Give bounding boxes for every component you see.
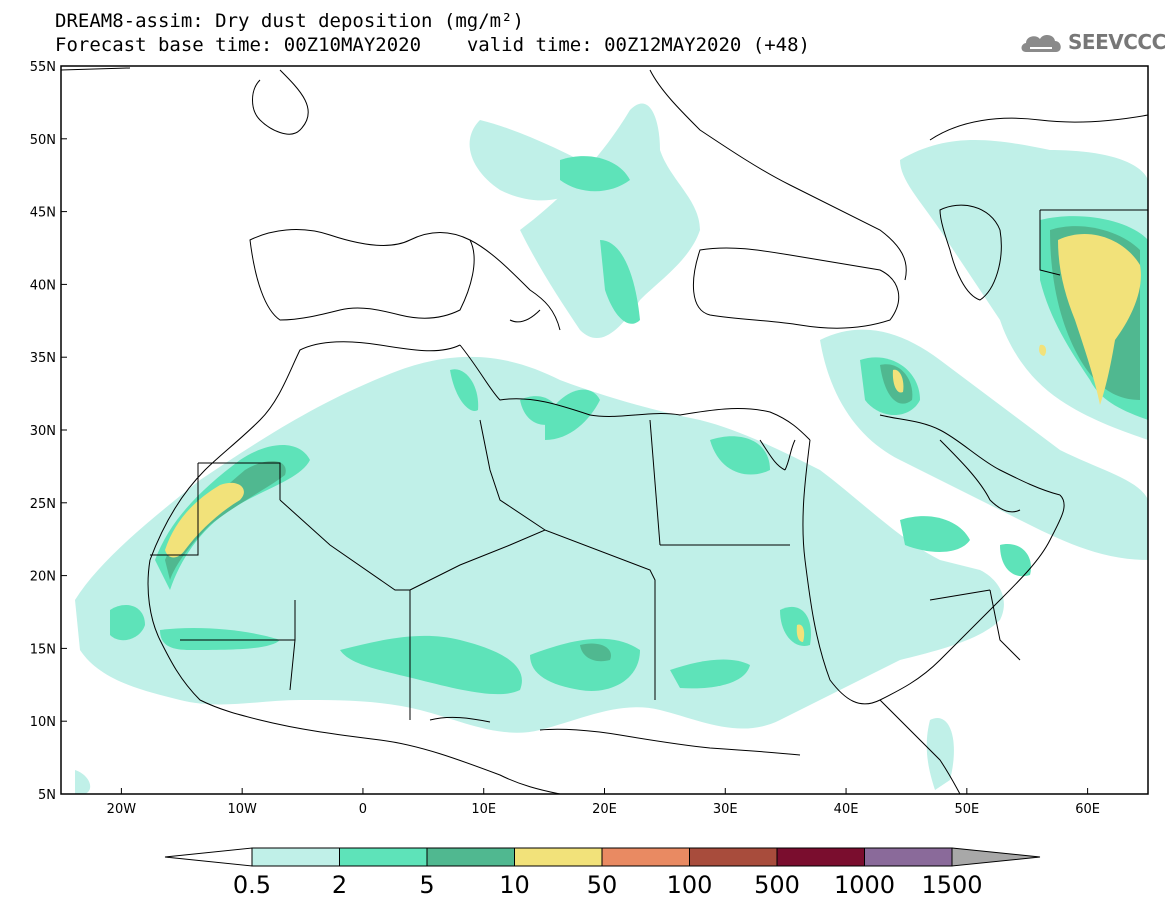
colorbar-segment [340,848,428,866]
logo-text: SEEVCCC [1068,30,1165,54]
colorbar-label: 0.5 [233,871,271,899]
lon-tick-label: 20E [592,802,617,817]
map-title: DREAM8-assim: Dry dust deposition (mg/m²… [55,10,524,32]
lon-tick-label: 20W [107,802,137,817]
lon-tick-label: 10E [471,802,496,817]
lat-tick-label: 15N [30,642,56,657]
lat-tick-label: 25N [30,497,56,512]
lon-tick-label: 60E [1075,802,1100,817]
lon-tick-label: 50E [954,802,979,817]
colorbar-segment [602,848,690,866]
lat-tick-label: 35N [30,351,56,366]
forecast-time-line: Forecast base time: 00Z10MAY2020 valid t… [55,34,810,56]
lat-tick-label: 30N [30,424,56,439]
lat-tick-label: 40N [30,278,56,293]
lon-tick-label: 30E [713,802,738,817]
colorbar-segment [865,848,953,866]
colorbar-min-arrow [165,848,252,866]
colorbar-label: 5 [419,871,434,899]
colorbar-label: 1500 [921,871,982,899]
colorbar-label: 50 [587,871,618,899]
colorbar-segment [777,848,865,866]
lon-tick-label: 40E [834,802,859,817]
colorbar-segment [252,848,340,866]
lat-tick-label: 10N [30,715,56,730]
colorbar-segment [515,848,603,866]
lon-tick-label: 0 [359,802,367,817]
lat-tick-label: 55N [30,60,56,75]
colorbar-label: 1000 [834,871,895,899]
longitude-axis: 20W 10W 0 10E 20E 30E 40E 50E 60E [107,788,1100,817]
colorbar-label: 100 [667,871,713,899]
forecast-base-time: Forecast base time: 00Z10MAY2020 [55,34,421,56]
colorbar-label: 500 [754,871,800,899]
lat-tick-label: 45N [30,206,56,221]
dust-field-layer [75,104,1148,794]
lat-tick-label: 20N [30,570,56,585]
colorbar-label: 10 [499,871,530,899]
colorbar: 0.5 2 5 10 50 100 500 1000 1500 [165,848,1040,899]
colorbar-max-arrow [952,848,1040,866]
valid-time: valid time: 00Z12MAY2020 (+48) [467,34,810,56]
lon-tick-label: 10W [227,802,257,817]
colorbar-label: 2 [332,871,347,899]
colorbar-segment [690,848,778,866]
lat-tick-label: 5N [38,788,56,803]
lat-tick-label: 50N [30,133,56,148]
colorbar-segment [427,848,515,866]
